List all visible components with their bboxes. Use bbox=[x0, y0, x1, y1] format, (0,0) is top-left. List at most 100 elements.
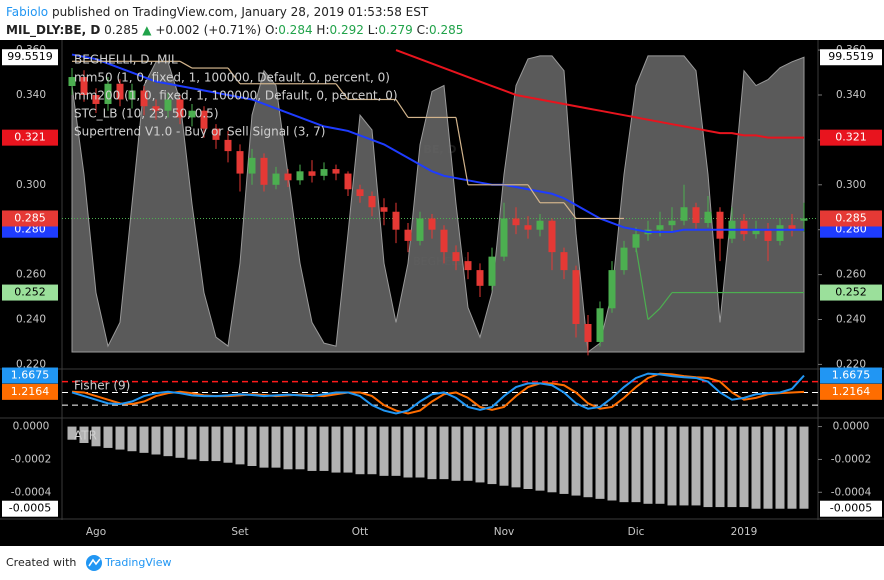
atr-bar bbox=[391, 426, 401, 476]
y-tick-label: 0.220 bbox=[836, 358, 866, 370]
stc-last-tag: 99.5519 bbox=[828, 50, 874, 63]
fisher-last-tag-bg bbox=[2, 383, 58, 400]
fisher-last-tag-bg bbox=[2, 367, 58, 384]
atr-bar bbox=[559, 426, 569, 494]
pane-title: Fisher (9) bbox=[74, 379, 130, 393]
supertrend-last-tag: 0.252 bbox=[14, 286, 46, 299]
candle-body bbox=[344, 173, 352, 190]
atr-bar bbox=[343, 426, 353, 473]
atr-bar bbox=[631, 426, 641, 503]
atr-last-tag-bg bbox=[820, 500, 882, 517]
atr-bar bbox=[583, 426, 593, 498]
candle-body bbox=[284, 173, 292, 181]
atr-bar bbox=[295, 426, 305, 470]
atr-bar bbox=[535, 426, 545, 491]
candle-body bbox=[164, 99, 172, 111]
candle-body bbox=[632, 234, 640, 248]
atr-bar bbox=[307, 426, 317, 471]
atr-bar bbox=[523, 426, 533, 489]
published: published on TradingView.com, January 28… bbox=[52, 5, 429, 19]
legend-entry: Supertrend V1.0 - Buy or Sell Signal (3,… bbox=[74, 125, 325, 139]
atr-bar bbox=[775, 426, 785, 509]
atr-bar bbox=[499, 426, 509, 486]
candle-body bbox=[332, 169, 340, 174]
atr-bar bbox=[79, 426, 89, 443]
atr-last-tag: -0.0005 bbox=[9, 502, 51, 515]
candle-body bbox=[404, 229, 412, 241]
candle-body bbox=[800, 218, 808, 221]
candle-body bbox=[752, 229, 760, 235]
atr-bar bbox=[451, 426, 461, 481]
y-tick-label: 0.240 bbox=[836, 314, 866, 326]
up-arrow: ▲ bbox=[142, 23, 152, 37]
supertrend-last-tag: 0.252 bbox=[835, 286, 867, 299]
ma-last-tag: 0.321 bbox=[14, 131, 46, 144]
candle-body bbox=[740, 220, 748, 235]
supertrend-segment bbox=[395, 99, 409, 118]
x-tick-label: Set bbox=[231, 526, 248, 538]
candle-body bbox=[776, 225, 784, 241]
atr-bar bbox=[751, 426, 761, 509]
symbol: MIL_DLY:BE, D bbox=[6, 23, 100, 38]
change: +0.002 (+0.71%) bbox=[155, 23, 261, 37]
fisher-last-tag: 1.2164 bbox=[11, 385, 50, 398]
atr-bar bbox=[607, 426, 617, 501]
pane-title: BEGHELLI, D, MIL bbox=[74, 53, 178, 67]
y-tick-label: 0.240 bbox=[16, 314, 46, 326]
atr-bar bbox=[115, 426, 125, 450]
candle-body bbox=[764, 229, 772, 241]
candle-body bbox=[368, 196, 376, 208]
y-tick-label: 0.300 bbox=[836, 179, 866, 191]
candle-body bbox=[656, 225, 664, 230]
ma-last-tag: 0.321 bbox=[835, 131, 867, 144]
atr-bar bbox=[403, 426, 413, 478]
atr-bar bbox=[679, 426, 689, 506]
y-tick-label: 0.260 bbox=[16, 269, 46, 281]
header-line: Fabiolo published on TradingView.com, Ja… bbox=[6, 5, 429, 19]
candle-body bbox=[680, 207, 688, 221]
candle-body bbox=[116, 83, 124, 100]
candle-body bbox=[620, 247, 628, 271]
candle-body bbox=[476, 270, 484, 286]
y-tick-label: -0.0004 bbox=[831, 486, 872, 498]
y-tick-label: 0.0000 bbox=[13, 421, 50, 433]
supertrend-segment bbox=[563, 202, 577, 219]
atr-bar bbox=[367, 426, 377, 475]
atr-bar bbox=[619, 426, 629, 503]
stc-area bbox=[71, 55, 805, 353]
atr-bar bbox=[247, 426, 257, 466]
author: Fabiolo bbox=[6, 5, 48, 19]
candle-body bbox=[704, 211, 712, 223]
candle-body bbox=[320, 169, 328, 176]
y-tick-label: -0.0004 bbox=[11, 486, 52, 498]
brand-logo bbox=[86, 555, 102, 571]
atr-bar bbox=[139, 426, 149, 453]
candle-body bbox=[488, 256, 496, 286]
atr-bar bbox=[223, 426, 233, 463]
footer-created: Created with bbox=[6, 556, 76, 569]
supertrend-segment bbox=[179, 60, 193, 69]
last-price-tag: 0.285 bbox=[835, 211, 867, 224]
c-value: 0.285 bbox=[429, 23, 463, 37]
atr-bar bbox=[571, 426, 581, 496]
o-label: O: bbox=[265, 23, 278, 37]
atr-bar bbox=[763, 426, 773, 509]
labels: BEGHELLI, D, MIL mm50 (1, 0, fixed, 1, 10… bbox=[2, 44, 882, 538]
atr-bar bbox=[259, 426, 269, 468]
atr-bar bbox=[787, 426, 797, 509]
l-label: L: bbox=[368, 23, 379, 37]
fisher-line bbox=[71, 372, 805, 415]
atr-bar bbox=[331, 426, 341, 473]
candle-body bbox=[452, 252, 460, 262]
atr-bar bbox=[463, 426, 473, 481]
candle-body bbox=[788, 225, 796, 230]
legend-entry: mm200 (1, 0, fixed, 1, 100000, Default, … bbox=[74, 89, 398, 103]
candle-body bbox=[224, 139, 232, 152]
supertrend-segment bbox=[635, 247, 649, 320]
footer-brand: TradingView bbox=[104, 556, 171, 569]
candle-body bbox=[68, 77, 76, 87]
stc-last-tag-bg bbox=[2, 49, 58, 66]
atr-bar bbox=[91, 426, 101, 447]
candle-body bbox=[524, 225, 532, 230]
supertrend-segment bbox=[335, 83, 349, 100]
